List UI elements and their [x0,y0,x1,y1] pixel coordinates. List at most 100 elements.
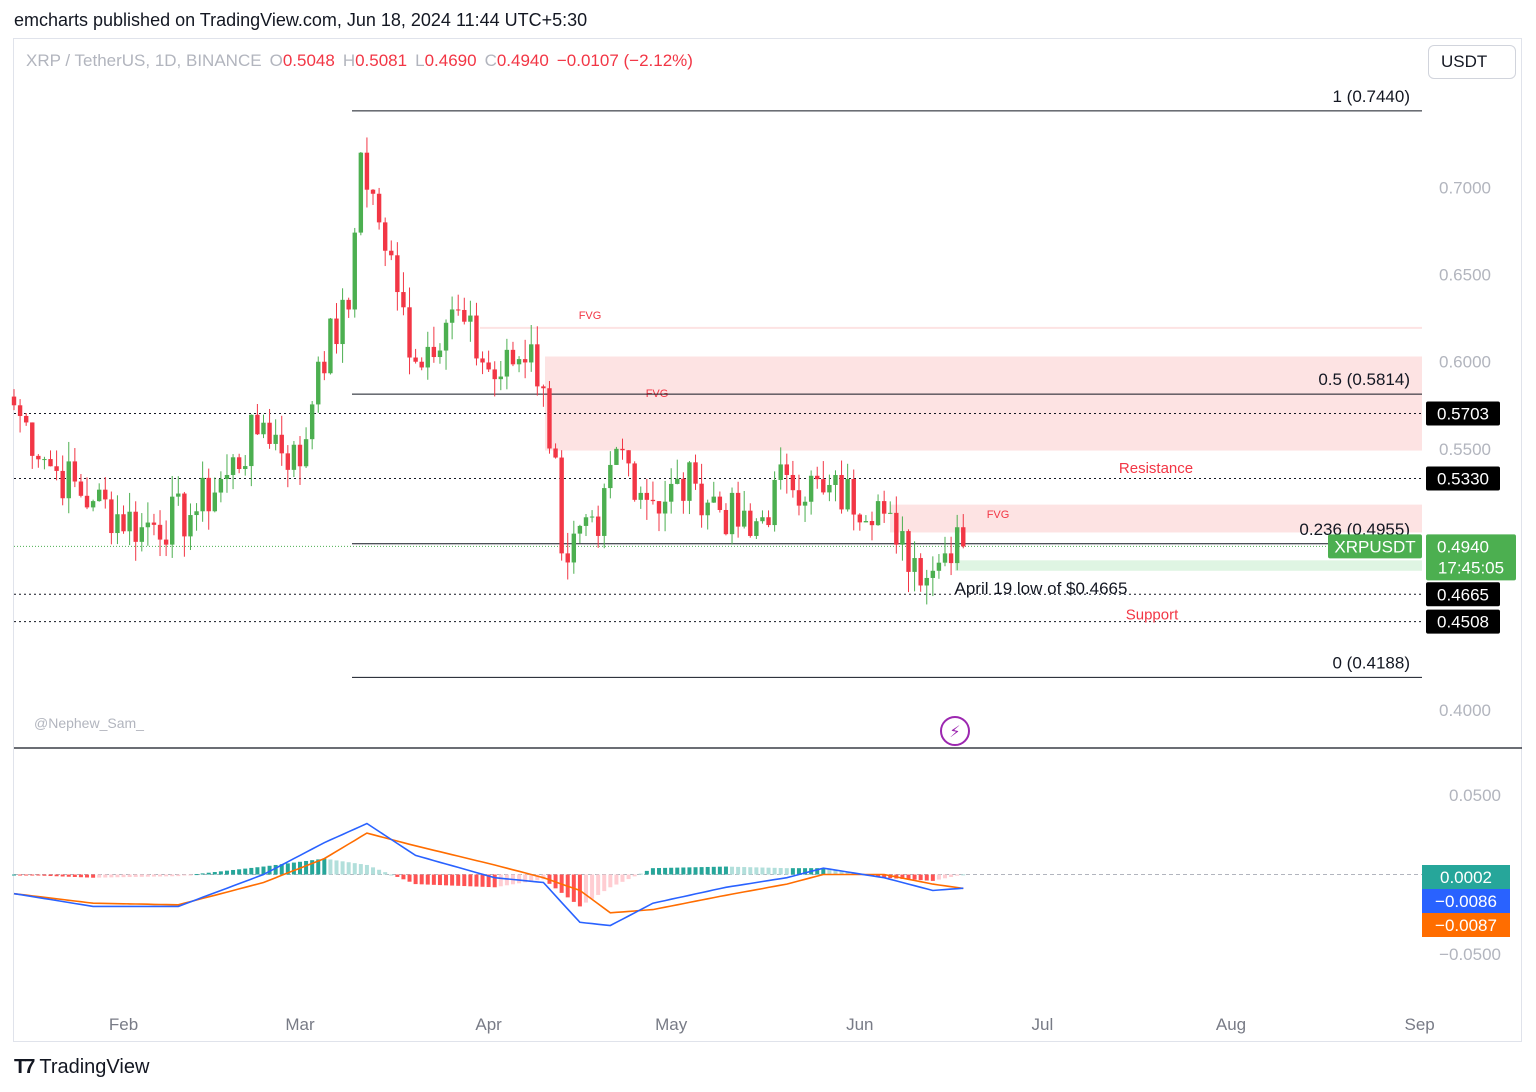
macd-histogram-bar [608,874,613,888]
candle-body [784,464,789,475]
fvg-zone [890,504,1422,533]
candle-body [127,511,132,532]
macd-histogram-bar [371,867,376,875]
macd-histogram-bar [943,874,948,879]
macd-histogram-bar [182,874,187,876]
macd-histogram-bar [717,866,722,875]
candle-body [486,362,491,370]
macd-histogram-bar [833,870,838,875]
candle-body [954,527,960,564]
fib-level-label: 1 (0.7440) [1333,87,1411,106]
macd-histogram-bar [906,874,911,880]
macd-histogram-bar [158,874,163,877]
price-axis-tick: 0.6000 [1439,353,1491,372]
macd-histogram-bar [778,867,783,875]
macd-histogram-bar [316,859,321,875]
candle-body [936,562,942,571]
candle-body [638,492,643,500]
last-price-countdown: 17:45:05 [1438,558,1504,577]
last-price-value: 0.4940 [1437,537,1489,556]
high-value: 0.5081 [355,51,408,70]
macd-histogram-bar [389,874,394,876]
macd-histogram-bar [736,866,741,875]
candle-body [96,489,102,502]
candle-body [462,309,467,322]
candle-body [115,514,120,534]
macd-histogram-bar [413,874,418,885]
currency-button[interactable]: USDT [1428,45,1516,79]
candle-body [437,350,443,358]
candle-body [595,516,601,536]
candle-body [103,489,108,500]
macd-histogram-bar [693,867,698,875]
macd-histogram-bar [310,860,315,875]
macd-histogram-bar [492,874,497,888]
macd-histogram-bar [936,874,941,880]
candle-body [723,509,729,535]
candle-body [285,453,291,470]
macd-histogram-bar [139,874,144,877]
candle-body [200,477,205,512]
candle-body [900,531,905,545]
macd-histogram-bar [42,874,47,876]
candle-body [291,444,297,470]
macd-histogram-bar [772,867,777,875]
macd-histogram-bar [730,866,735,875]
open-value: 0.5048 [282,51,335,70]
macd-histogram-bar [261,866,266,875]
macd-histogram-bar [115,874,120,878]
macd-value-badge [1422,865,1510,889]
macd-histogram-bar [924,874,929,881]
macd-value-badge-text: −0.0086 [1435,892,1497,911]
candle-body [760,517,765,522]
macd-histogram-bar [961,874,966,876]
macd-histogram-bar [474,874,479,887]
footer-brand-text: TradingView [39,1056,150,1078]
macd-histogram-bar [882,874,887,878]
macd-histogram-bar [231,869,236,875]
macd-histogram-bar [504,874,509,886]
candle-body [498,376,503,380]
macd-histogram-bar [827,869,832,875]
macd-histogram-bar [279,864,284,875]
macd-line [13,822,964,927]
macd-histogram-bar [255,867,260,875]
candle-body [577,525,583,534]
macd-histogram-bar [437,874,442,886]
candle-body [443,322,449,351]
macd-histogram-bar [352,863,357,875]
candle-body [748,510,753,536]
candle-body [309,404,315,440]
macd-histogram-bar [85,874,90,878]
macd-histogram-bar [358,864,363,875]
macd-histogram-bar [224,870,229,875]
candle-body [206,477,211,512]
macd-histogram-bar [583,874,588,903]
macd-histogram-bar [364,864,369,875]
macd-histogram-bar [151,874,156,877]
macd-histogram-bar [723,866,728,875]
candle-body [620,448,625,451]
lightning-icon: ⚡ [949,722,960,741]
macd-histogram-bar [383,872,388,875]
candle-body [182,493,187,537]
macd-histogram-bar [748,867,753,875]
macd-histogram-bar [30,874,35,876]
macd-histogram-bar [291,862,296,875]
macd-axis-tick: −0.0500 [1439,945,1501,964]
macd-histogram-bar [145,874,150,877]
macd-histogram-bar [912,874,917,880]
candle-body [742,510,747,527]
candle-body [224,474,230,480]
price-axis-tick: 0.7000 [1439,179,1491,198]
fvg-label: FVG [579,310,602,322]
candle-body [17,405,23,416]
time-axis-label: Sep [1405,1015,1435,1034]
candle-body [468,315,473,322]
candle-body [474,315,479,359]
candle-body [480,358,485,363]
candle-body [699,483,704,516]
candle-body [547,388,552,449]
macd-histogram-bar [24,874,29,876]
